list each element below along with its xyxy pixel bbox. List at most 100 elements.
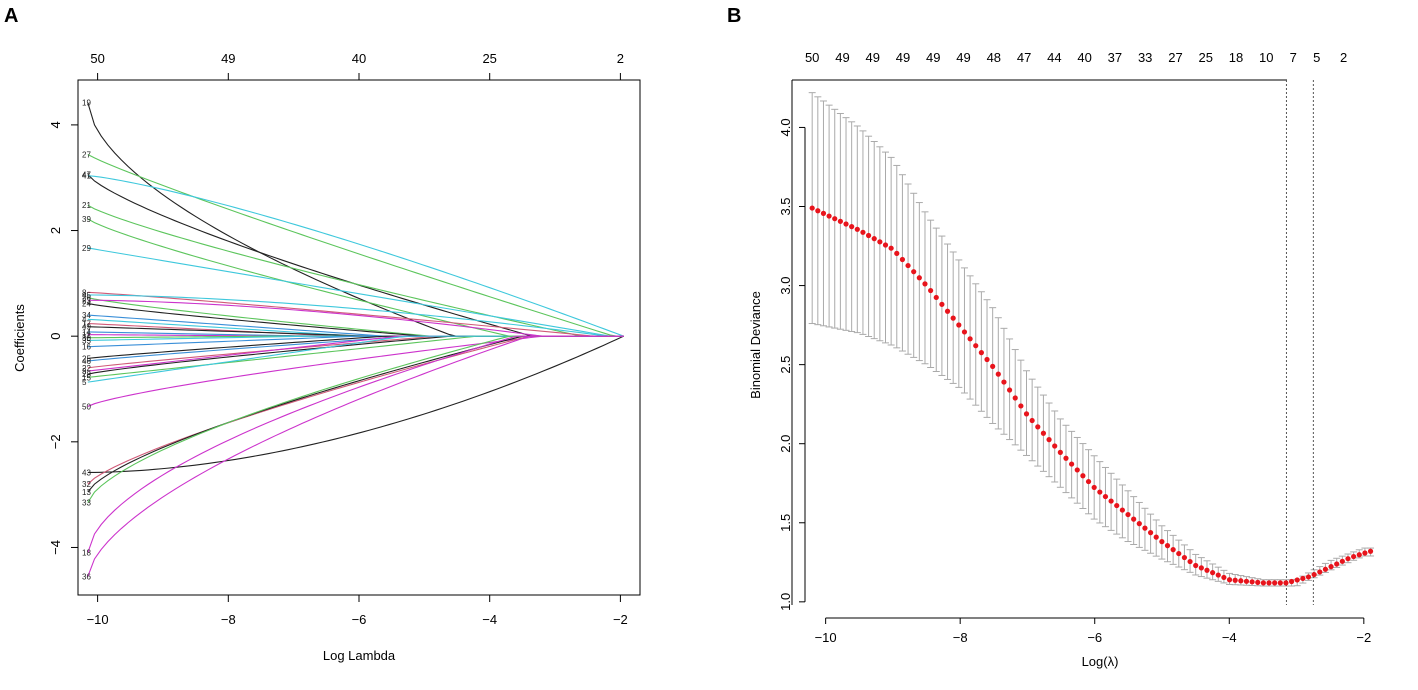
deviance-point — [843, 221, 849, 227]
deviance-point — [1334, 561, 1340, 567]
deviance-point — [1040, 430, 1047, 436]
variable-label-33: 33 — [82, 499, 91, 508]
deviance-point — [1317, 569, 1323, 575]
deviance-point — [1080, 473, 1086, 479]
deviance-point — [1322, 566, 1329, 572]
coefficient-line-21 — [87, 204, 624, 337]
x-tick-label: −8 — [221, 612, 236, 627]
deviance-point — [1023, 411, 1030, 417]
coefficient-line-23 — [87, 299, 624, 337]
deviance-point — [1102, 493, 1109, 500]
variable-label-16: 16 — [82, 343, 91, 352]
top-tick-label: 2 — [617, 51, 624, 66]
deviance-point — [1204, 567, 1210, 573]
deviance-point — [978, 350, 984, 356]
y-tick-label: 3.5 — [778, 197, 793, 215]
x-tick-label: −2 — [1356, 630, 1371, 645]
deviance-point — [967, 336, 973, 342]
deviance-point — [1164, 543, 1171, 549]
top-tick-label: 37 — [1108, 50, 1122, 65]
deviance-point — [1097, 489, 1103, 495]
top-tick-label: 40 — [352, 51, 366, 66]
top-tick-label: 50 — [805, 50, 819, 65]
deviance-point — [911, 269, 917, 275]
x-tick-label: −6 — [1087, 630, 1102, 645]
x-tick-label: −10 — [87, 612, 109, 627]
deviance-point — [1057, 449, 1063, 455]
deviance-point — [1305, 574, 1312, 580]
deviance-point — [882, 242, 889, 248]
deviance-point — [973, 343, 979, 349]
deviance-point — [1181, 554, 1188, 561]
variable-label-49: 49 — [82, 323, 91, 332]
panel-b-x-axis: −10 −8 −6 −4 −2 — [815, 617, 1371, 645]
deviance-point — [1249, 579, 1255, 585]
variable-label-36: 36 — [82, 573, 91, 582]
x-tick-label: −8 — [953, 630, 968, 645]
deviance-point — [1215, 572, 1221, 578]
top-tick-label: 10 — [1259, 50, 1273, 65]
top-tick-label: 27 — [1168, 50, 1182, 65]
panel-b-y-axis: 1.0 1.5 2.0 2.5 3.0 3.5 4.0 — [778, 118, 806, 611]
deviance-point — [1351, 553, 1357, 560]
top-tick-label: 7 — [1290, 50, 1297, 65]
deviance-point — [1362, 550, 1368, 556]
deviance-point — [849, 224, 855, 230]
deviance-point — [961, 329, 968, 335]
coefficient-line-27 — [87, 153, 624, 337]
panel-a-series-lines — [87, 102, 624, 577]
deviance-point — [854, 226, 860, 232]
deviance-point — [1091, 484, 1097, 491]
deviance-point — [894, 250, 900, 256]
panel-a-x-axis: −10 −8 −6 −4 −2 — [87, 594, 628, 627]
panel-a: A 19274741213929845262324344174914113035… — [4, 5, 641, 663]
deviance-point — [1255, 579, 1261, 585]
x-tick-label: −6 — [352, 612, 367, 627]
panel-a-label: A — [4, 5, 18, 27]
deviance-point — [826, 213, 832, 219]
y-tick-label: 2.5 — [778, 356, 793, 374]
top-tick-label: 49 — [221, 51, 235, 66]
deviance-point — [837, 218, 843, 224]
panel-b-error-bars — [808, 92, 1375, 587]
variable-label-26: 26 — [82, 294, 91, 303]
deviance-point — [1232, 577, 1238, 583]
deviance-point — [1063, 455, 1069, 461]
deviance-point — [832, 216, 838, 222]
deviance-point — [1170, 547, 1176, 553]
deviance-point — [1345, 556, 1351, 562]
coefficient-line-41 — [87, 175, 624, 337]
top-tick-label: 48 — [987, 50, 1001, 65]
deviance-point — [1114, 502, 1120, 509]
variable-label-25: 25 — [82, 354, 91, 363]
deviance-point — [984, 356, 990, 363]
variable-label-47: 47 — [82, 171, 91, 180]
panel-b: B −10 −8 −6 −4 −2 1.0 1.5 2.0 2.5 3.0 3.5 4.0 50 49… — [727, 5, 1375, 669]
deviance-point — [1018, 403, 1024, 409]
variable-label-8: 8 — [82, 288, 87, 297]
deviance-point — [1356, 552, 1362, 558]
deviance-point — [1046, 437, 1052, 443]
coefficient-line-39 — [87, 218, 624, 337]
x-tick-label: −4 — [1222, 630, 1237, 645]
top-tick-label: 40 — [1077, 50, 1091, 65]
coefficient-line-43 — [87, 335, 624, 474]
panel-a-variable-labels: 1927474121392984526232434417491411303516… — [82, 99, 91, 582]
deviance-point — [1085, 478, 1092, 485]
deviance-point — [1221, 574, 1227, 581]
deviance-point — [916, 275, 922, 281]
panel-a-top-axis: 50 49 40 25 2 — [90, 51, 624, 80]
deviance-point — [888, 245, 894, 251]
deviance-point — [1339, 558, 1345, 564]
deviance-point — [1367, 548, 1374, 554]
y-tick-label: 4.0 — [778, 118, 793, 136]
deviance-point — [1193, 562, 1199, 569]
top-tick-label: 50 — [90, 51, 104, 66]
deviance-point — [1288, 578, 1295, 585]
variable-label-39: 39 — [82, 215, 91, 224]
variable-label-14: 14 — [82, 328, 91, 337]
coefficient-line-50 — [87, 335, 624, 407]
deviance-point — [995, 371, 1001, 377]
variable-label-27: 27 — [82, 150, 91, 159]
deviance-point — [1226, 577, 1233, 583]
